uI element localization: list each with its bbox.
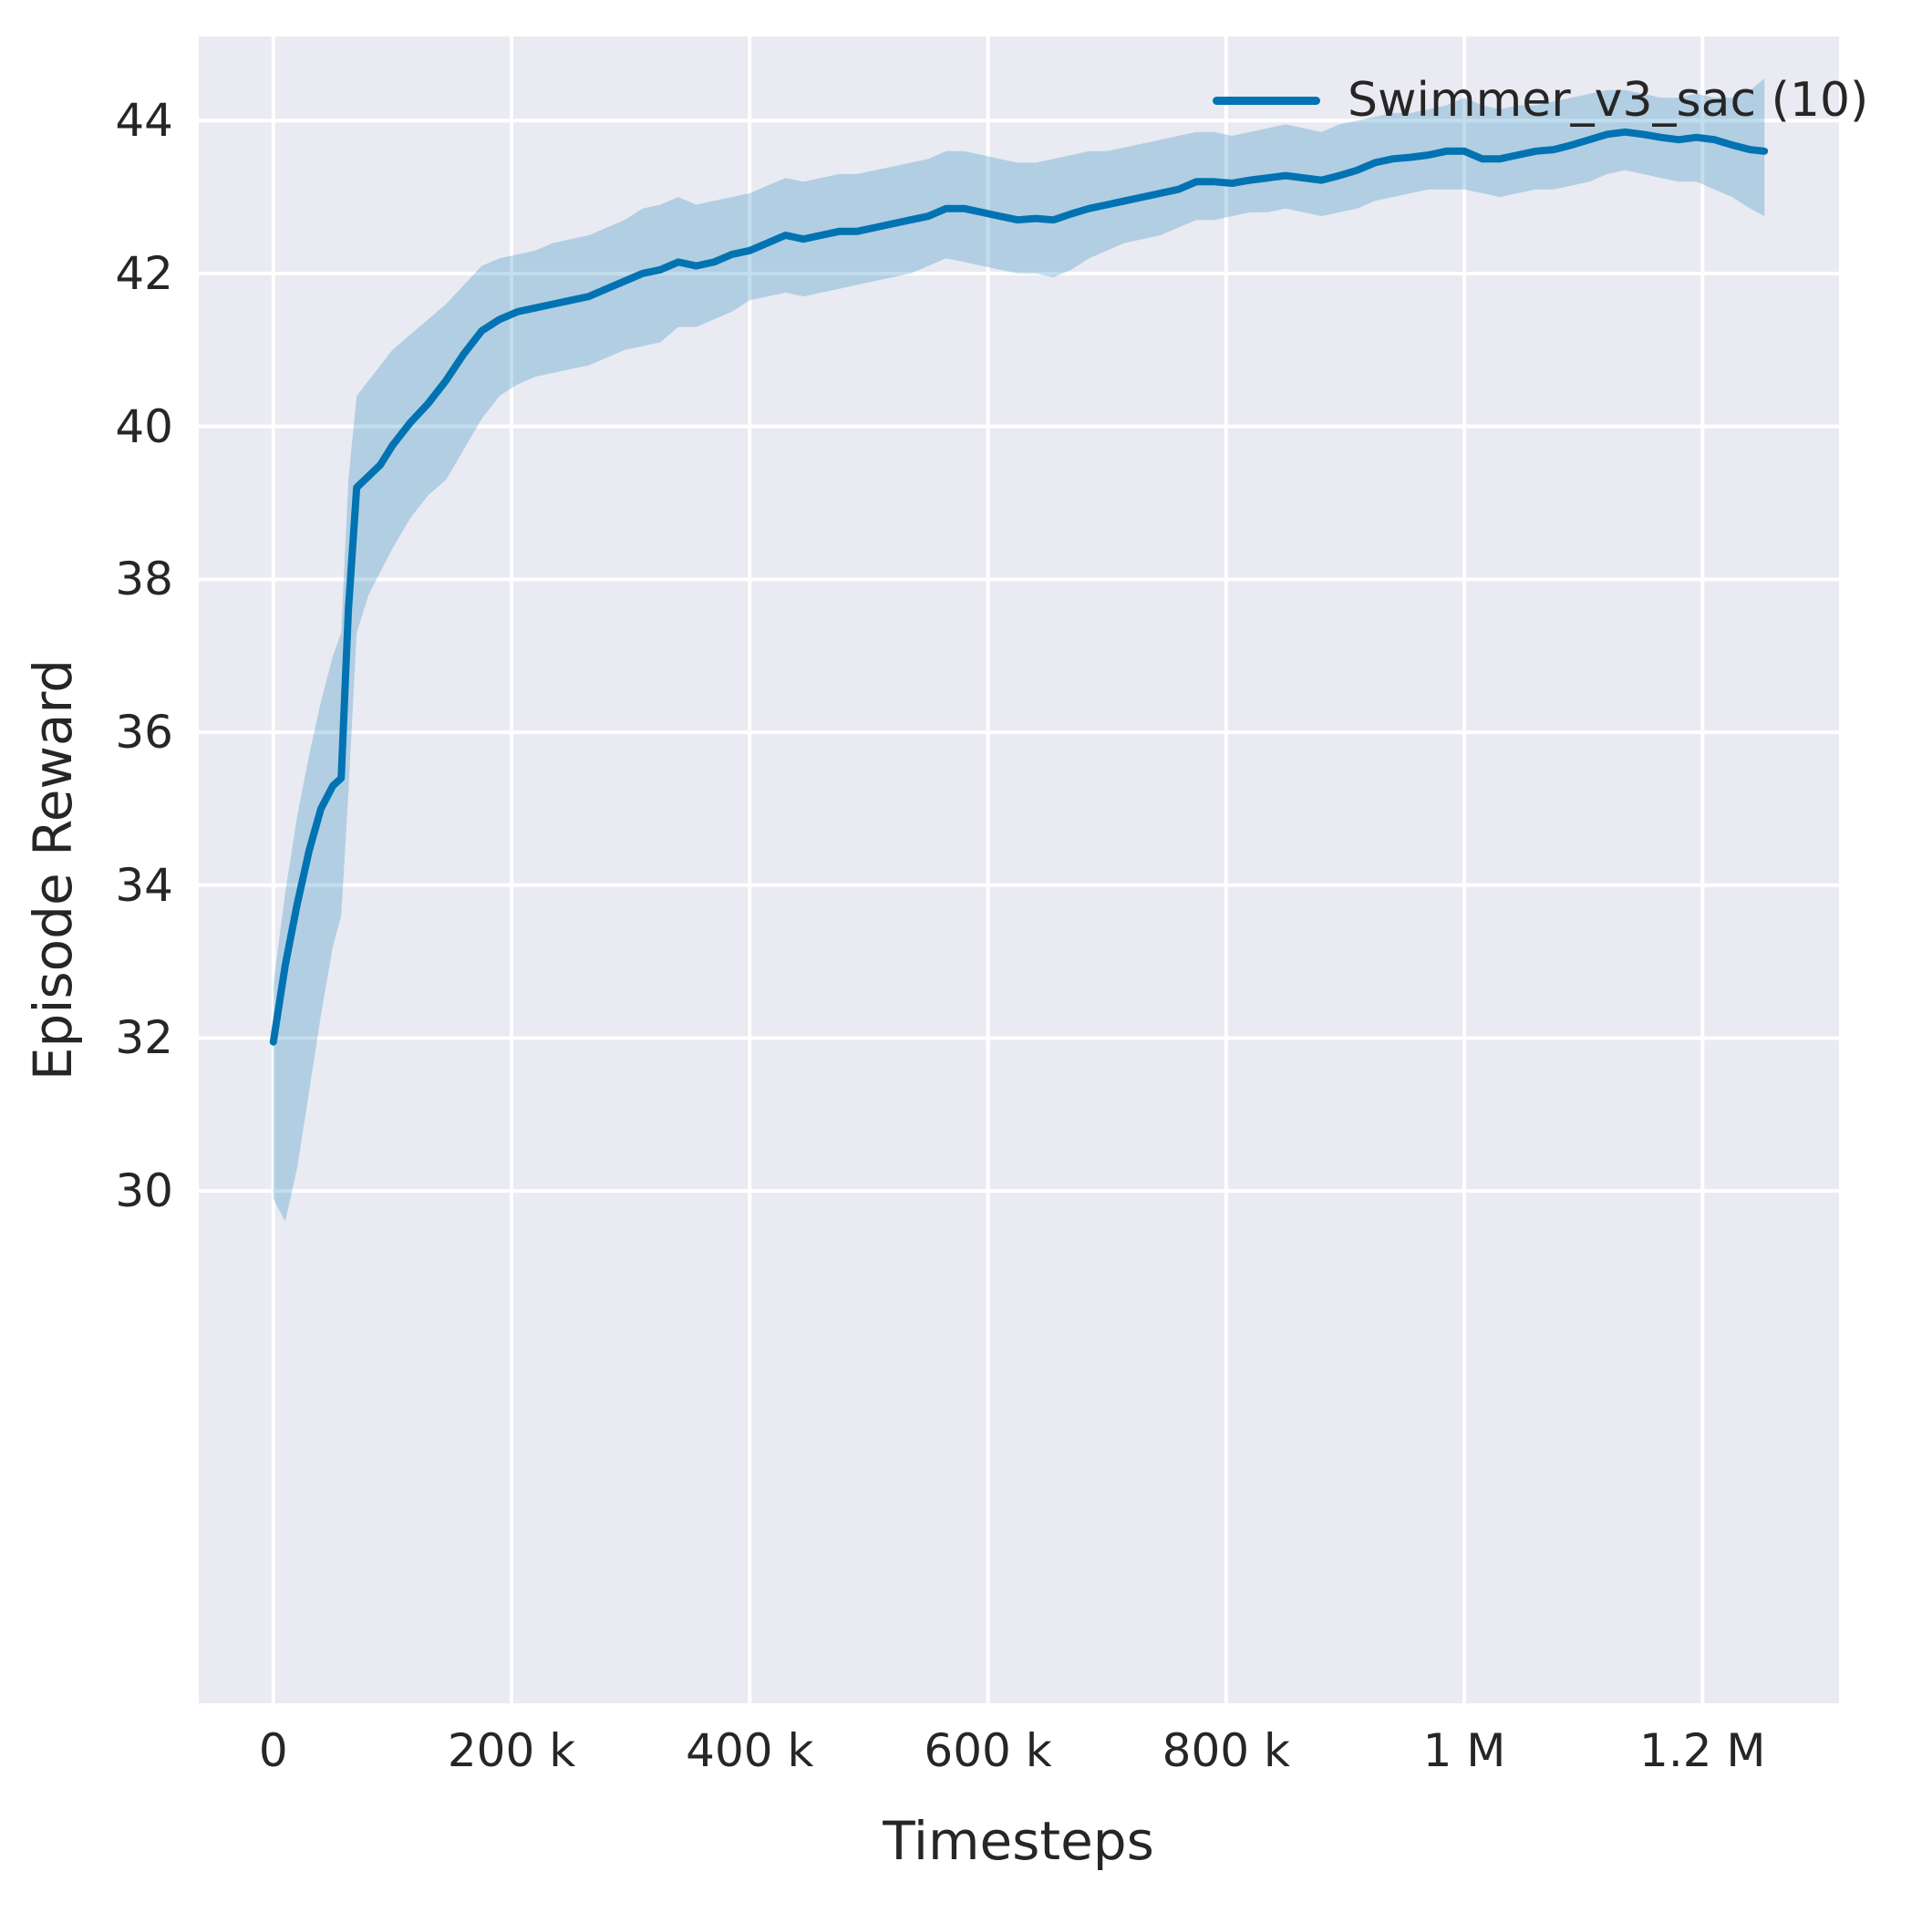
legend: Swimmer_v3_sac (10) [1213,73,1868,128]
x-tick-label: 200 k [447,1724,576,1777]
x-tick-label: 400 k [686,1724,814,1777]
y-tick-label: 40 [115,399,173,453]
y-tick-label: 36 [115,706,173,760]
y-tick-label: 38 [115,553,173,606]
x-tick-label: 600 k [924,1724,1052,1777]
plot-area [199,36,1839,1703]
y-tick-label: 42 [115,246,173,300]
y-tick-label: 30 [115,1164,173,1218]
x-tick-label: 0 [258,1724,288,1777]
y-tick-label: 34 [115,858,173,912]
x-axis-title: Timesteps [883,1810,1154,1872]
x-tick-label: 1 M [1422,1724,1506,1777]
legend-line-sample [1213,96,1320,105]
mean-reward-line [269,128,1769,1046]
x-tick-label: 800 k [1162,1724,1290,1777]
y-axis-title: Episode Reward [22,658,84,1081]
y-tick-label: 44 [115,94,173,148]
legend-label: Swimmer_v3_sac (10) [1348,73,1869,128]
y-tick-label: 32 [115,1011,173,1065]
x-tick-label: 1.2 M [1639,1724,1766,1777]
